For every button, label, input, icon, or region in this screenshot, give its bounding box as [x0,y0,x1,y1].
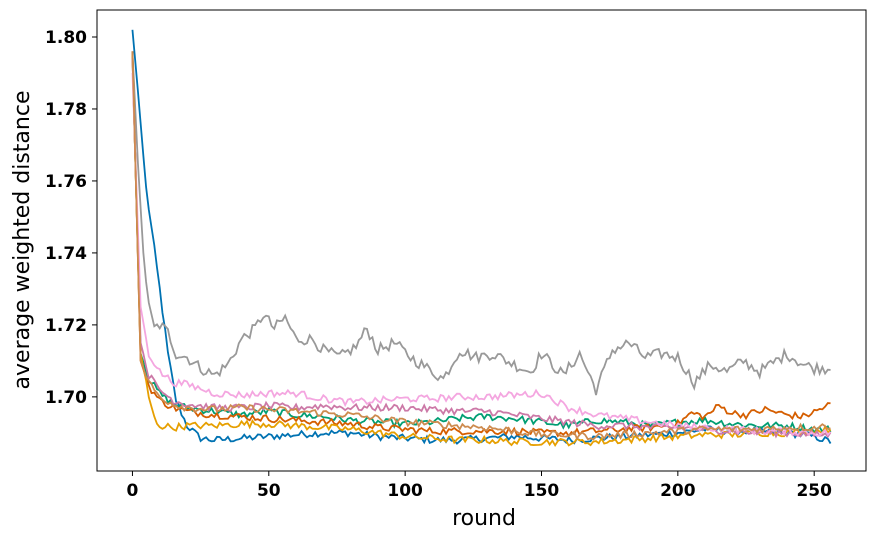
x-axis: 0 50 100 150 200 250 [127,471,832,501]
x-axis-title: round [452,506,516,531]
series-line-3 [131,54,832,435]
series-line-4 [131,51,831,438]
y-tick-label: 1.74 [45,244,87,264]
plot-area [97,10,866,471]
series-line-8 [131,51,831,441]
y-tick-label: 1.76 [45,172,87,192]
series-line-5 [131,54,832,448]
series-line-7 [131,72,832,437]
x-tick-label: 50 [257,481,281,501]
y-tick-label: 1.80 [45,28,87,48]
x-tick-label: 150 [524,481,560,501]
x-tick-label: 250 [796,481,832,501]
plot-frame [96,9,867,472]
y-tick-label: 1.72 [45,316,87,336]
series-lines [131,29,832,448]
x-tick-label: 200 [660,481,696,501]
y-tick-label: 1.78 [45,100,87,120]
x-tick-label: 0 [127,481,139,501]
y-tick-label: 1.70 [45,388,87,408]
x-tick-label: 100 [387,481,423,501]
y-axis: 1.70 1.72 1.74 1.76 1.78 1.80 [45,28,97,408]
y-axis-title: average weighted distance [10,91,35,390]
series-line-2 [131,51,831,396]
